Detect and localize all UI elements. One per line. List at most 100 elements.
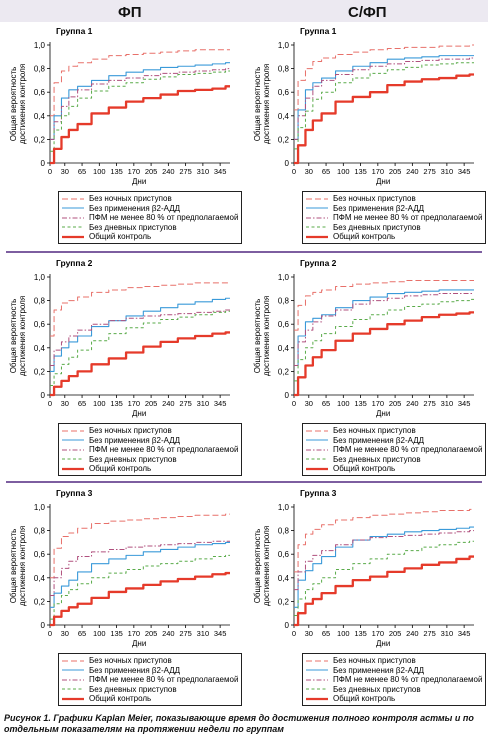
- legend-swatch: [306, 235, 328, 238]
- series-line-3: [294, 298, 474, 382]
- y-tick-label: 0,2: [278, 367, 290, 376]
- series-line-2: [50, 309, 230, 366]
- plot-svg: 0 0,2 0,4 0,6 0,8 1,0 0 30 65 100 135 170 205 240 275 3…: [34, 41, 230, 176]
- column-title-sfp: С/ФП: [348, 4, 387, 21]
- x-tick-label: 30: [305, 167, 313, 176]
- legend-swatch: [62, 198, 84, 200]
- legend-item: ПФМ не менее 80 % от предполагаемой: [306, 213, 482, 223]
- y-tick-label: 1,0: [34, 503, 46, 512]
- x-tick-label: 100: [93, 167, 106, 176]
- legend-item: Общий контроль: [306, 464, 482, 474]
- legend-swatch: [62, 660, 84, 662]
- y-tick-label: 1,0: [278, 41, 290, 50]
- x-tick-label: 345: [458, 629, 471, 638]
- chart-title: Группа 3: [300, 488, 337, 498]
- series-line-1: [50, 297, 230, 372]
- legend-label: Общий контроль: [89, 464, 152, 473]
- legend-item: Без дневных приступов: [306, 223, 482, 233]
- series-line-2: [294, 57, 474, 140]
- legend-label: Без ночных приступов: [89, 656, 172, 665]
- top-band: [0, 0, 488, 22]
- legend: Без ночных приступов Без применения β2-АД…: [302, 423, 487, 476]
- legend-swatch: [306, 467, 328, 470]
- x-tick-label: 240: [162, 399, 175, 408]
- x-tick-label: 100: [337, 629, 350, 638]
- legend-swatch: [62, 217, 84, 219]
- x-tick-label: 310: [197, 167, 210, 176]
- x-tick-label: 205: [145, 167, 158, 176]
- x-tick-label: 275: [423, 167, 436, 176]
- y-tick-label: 0,6: [278, 88, 290, 97]
- legend-swatch: [62, 688, 84, 690]
- legend: Без ночных приступов Без применения β2-АД…: [302, 191, 487, 244]
- y-tick-label: 0: [41, 159, 46, 168]
- legend-item: Общий контроль: [62, 464, 238, 474]
- x-tick-label: 275: [179, 629, 192, 638]
- legend-swatch: [306, 688, 328, 690]
- x-tick-label: 65: [322, 399, 330, 408]
- x-tick-label: 205: [389, 167, 402, 176]
- legend-label: Общий контроль: [333, 232, 396, 241]
- series-line-0: [50, 282, 230, 337]
- legend: Без ночных приступов Без применения β2-АД…: [58, 191, 243, 244]
- x-tick-label: 100: [337, 399, 350, 408]
- y-tick-label: 0,2: [34, 367, 46, 376]
- legend-label: Без ночных приступов: [333, 656, 416, 665]
- y-tick-label: 0,8: [34, 65, 46, 74]
- legend: Без ночных приступов Без применения β2-АД…: [58, 423, 243, 476]
- legend-item: Общий контроль: [306, 694, 482, 704]
- legend-label: Без дневных приступов: [333, 454, 421, 464]
- series-line-1: [294, 289, 474, 367]
- legend-item: Без ночных приступов: [62, 426, 238, 436]
- legend-item: Общий контроль: [62, 694, 238, 704]
- legend-swatch: [62, 226, 84, 228]
- chart-panel-group3-sfp: Группа 3 Общая вероятность достижения конт…: [244, 486, 487, 711]
- x-tick-label: 100: [93, 629, 106, 638]
- legend-label: Без ночных приступов: [89, 194, 172, 203]
- legend-item: Без применения β2-АДД: [62, 204, 238, 214]
- y-tick-label: 0,2: [34, 597, 46, 606]
- x-tick-label: 170: [128, 167, 141, 176]
- legend-swatch: [306, 679, 328, 681]
- y-tick-label: 0,2: [278, 135, 290, 144]
- legend-label: ПФМ не менее 80 % от предполагаемой: [333, 213, 483, 222]
- y-tick-label: 0,4: [34, 344, 46, 353]
- y-tick-label: 0,4: [34, 574, 46, 583]
- legend-label: Без применения β2-АДД: [333, 665, 425, 675]
- legend-label: Без ночных приступов: [333, 426, 416, 435]
- x-tick-label: 135: [110, 167, 123, 176]
- series-line-0: [294, 44, 474, 111]
- legend-item: Без ночных приступов: [306, 656, 482, 666]
- legend-swatch: [306, 217, 328, 219]
- y-tick-label: 0: [41, 621, 46, 630]
- legend-swatch: [62, 679, 84, 681]
- x-axis-label: Дни: [376, 639, 391, 648]
- legend-item: Без дневных приступов: [62, 455, 238, 465]
- x-tick-label: 310: [441, 167, 454, 176]
- legend-label: Без ночных приступов: [333, 194, 416, 203]
- x-axis-label: Дни: [132, 409, 147, 418]
- legend-label: Без дневных приступов: [333, 684, 421, 694]
- legend-swatch: [306, 660, 328, 662]
- x-tick-label: 310: [441, 629, 454, 638]
- x-tick-label: 170: [372, 399, 385, 408]
- legend-item: Без применения β2-АДД: [306, 666, 482, 676]
- x-axis-label: Дни: [376, 409, 391, 418]
- chart-panel-group2-fp: Группа 2 Общая вероятность достижения конт…: [0, 256, 243, 481]
- x-tick-label: 205: [145, 399, 158, 408]
- legend-item: Без применения β2-АДД: [62, 436, 238, 446]
- legend-item: Без дневных приступов: [306, 685, 482, 695]
- series-line-4: [294, 555, 474, 627]
- chart-title: Группа 2: [300, 258, 337, 268]
- legend-item: Без ночных приступов: [306, 194, 482, 204]
- plot-svg: 0 0,2 0,4 0,6 0,8 1,0 0 30 65 100 135 170 205 240 275 3…: [278, 273, 474, 408]
- x-tick-label: 0: [292, 629, 296, 638]
- y-tick-label: 0: [285, 621, 290, 630]
- y-tick-label: 0: [41, 391, 46, 400]
- legend-item: Без ночных приступов: [62, 656, 238, 666]
- legend-swatch: [306, 458, 328, 460]
- x-tick-label: 275: [179, 167, 192, 176]
- section-divider-2: [6, 481, 482, 483]
- legend-swatch: [306, 697, 328, 700]
- legend-item: Без дневных приступов: [62, 223, 238, 233]
